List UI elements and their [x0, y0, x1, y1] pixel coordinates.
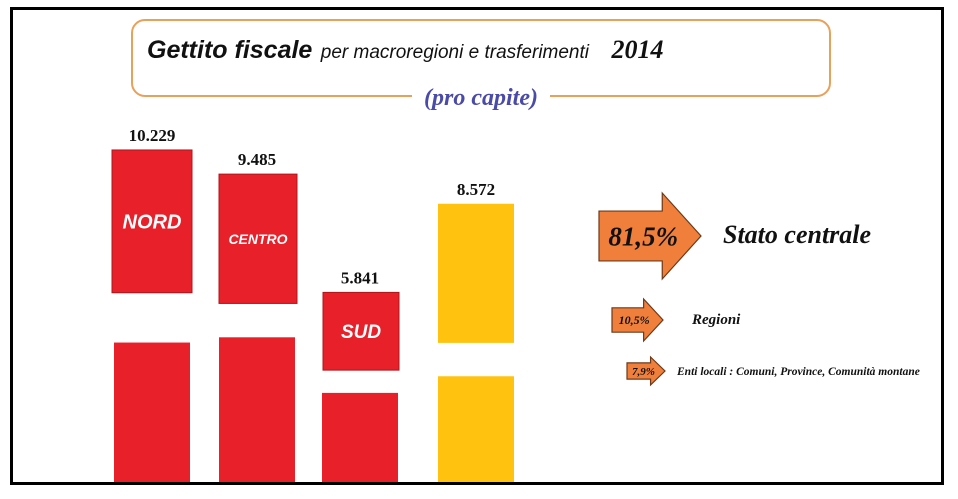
bar-lower-1 [114, 342, 190, 482]
value-label-4: 8.572 [457, 180, 495, 199]
bar-lower-4 [438, 376, 514, 482]
bar-lower-2 [219, 337, 295, 482]
bar-upper-1 [111, 149, 193, 294]
transfer-percent-1: 81,5% [608, 221, 678, 251]
category-label-3: SUD [341, 322, 381, 343]
transfer-percent-2: 10,5% [619, 313, 650, 327]
subtitle-text: (pro capite) [412, 85, 550, 111]
transfer-label-1: Stato centrale [723, 220, 871, 249]
bar-upper-2 [218, 173, 298, 304]
title-box: Gettito fiscale per macroregioni e trasf… [131, 19, 831, 111]
transfer-arrow-icon-1 [598, 191, 702, 281]
chart-title: Gettito fiscale per macroregioni e trasf… [147, 35, 663, 65]
transfer-arrow-icon-3 [626, 355, 666, 387]
category-label-1: NORD [123, 212, 182, 234]
title-year: 2014 [611, 35, 664, 64]
category-label-2: CENTRO [228, 231, 287, 247]
value-label-1: 10.229 [129, 126, 176, 145]
value-label-3: 5.841 [341, 268, 379, 287]
chart-frame: Gettito fiscale per macroregioni e trasf… [10, 7, 944, 485]
title-bold: Gettito fiscale [147, 36, 313, 64]
title-rest: per macroregioni e trasferimenti [320, 42, 589, 63]
transfer-percent-3: 7,9% [632, 366, 655, 378]
bar-upper-3 [322, 291, 400, 371]
transfer-label-2: Regioni [691, 312, 741, 328]
chart-svg: NORD 10.229 CENTRO 9.485 SUD 5.841 8.572 81,5% S… [111, 126, 920, 482]
bar-upper-4 [438, 203, 514, 343]
transfer-label-3: Enti locali : Comuni, Province, Comunità… [676, 366, 920, 378]
chart-subtitle: (pro capite) [133, 85, 829, 112]
value-label-2: 9.485 [238, 150, 276, 169]
bar-lower-3 [322, 392, 398, 482]
transfer-arrow-icon-2 [611, 297, 664, 343]
